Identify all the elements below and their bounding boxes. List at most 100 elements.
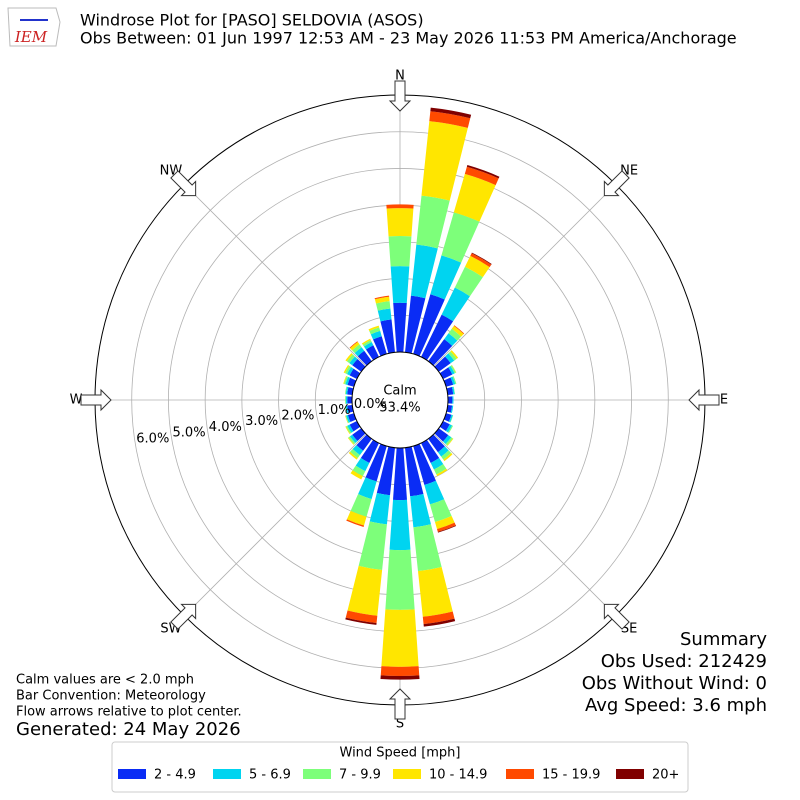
bar-segment xyxy=(454,266,483,297)
bar-segment xyxy=(437,525,457,533)
logo-text: IEM xyxy=(14,28,48,46)
bar-segment xyxy=(433,464,447,475)
bar-segment xyxy=(356,434,372,451)
bar-segment xyxy=(416,195,450,249)
bar-segment xyxy=(448,365,455,375)
bar-segment xyxy=(453,173,496,222)
bar-segment xyxy=(347,396,353,404)
bar-segment xyxy=(470,253,492,268)
bar-segment xyxy=(344,365,352,375)
plot: Calm53.4%0.0%1.0%2.0%3.0%4.0%5.0%6.0%NNE… xyxy=(70,69,729,732)
bar-segment xyxy=(373,336,387,357)
bar-segment xyxy=(350,494,372,517)
bar-segment xyxy=(361,338,371,345)
note: Bar Convention: Meteorology xyxy=(16,689,206,704)
bar-segment xyxy=(445,424,453,433)
bar-segment xyxy=(445,437,453,446)
bar-segment xyxy=(441,212,480,263)
bar-segment xyxy=(345,617,377,625)
bar-segment xyxy=(376,446,395,496)
bar-segment xyxy=(443,377,454,387)
bar-segment xyxy=(346,414,351,423)
calm-label: Calm xyxy=(383,384,416,399)
bar-segment xyxy=(421,314,454,361)
bar-segment xyxy=(422,611,455,625)
calm-value: 53.4% xyxy=(379,401,420,416)
legend-swatch xyxy=(303,769,331,779)
bar-segment xyxy=(421,121,468,201)
bar-segment xyxy=(450,350,459,359)
bar-segment xyxy=(344,405,348,414)
bar-segment xyxy=(344,386,348,395)
bar-segment xyxy=(343,364,350,374)
calm-circle xyxy=(351,351,449,449)
bar-segment xyxy=(345,425,352,434)
bar-segment xyxy=(350,341,360,351)
bar-segment xyxy=(349,434,358,444)
bar-segment xyxy=(347,437,355,445)
bar-segment xyxy=(446,387,454,395)
bar-segment xyxy=(448,351,457,361)
legend-swatch xyxy=(118,769,146,779)
bar-segment xyxy=(347,565,383,616)
summary-line: Obs Used: 212429 xyxy=(601,651,767,672)
bar-segment xyxy=(350,449,360,459)
summary-line: Obs Without Wind: 0 xyxy=(582,673,767,694)
summary-line: Avg Speed: 3.6 mph xyxy=(585,695,767,716)
bar-segment xyxy=(447,396,453,404)
bar-segment xyxy=(453,386,456,395)
bar-segment xyxy=(362,340,372,347)
chart-subtitle: Obs Between: 01 Jun 1997 12:53 AM - 23 M… xyxy=(80,29,737,48)
bar-segment xyxy=(450,415,454,423)
r-tick-label: 1.0% xyxy=(318,403,351,418)
spoke xyxy=(399,399,616,616)
bar-segment xyxy=(360,439,379,463)
compass-label: E xyxy=(720,393,728,408)
bar-segment xyxy=(375,301,391,311)
bar-segment xyxy=(448,328,462,341)
bar-segment xyxy=(451,364,457,373)
bar-segment xyxy=(429,499,452,523)
bar-segment xyxy=(448,414,453,423)
flow-arrow xyxy=(170,603,197,630)
bar-segment xyxy=(358,521,387,571)
bar-segment xyxy=(451,386,455,395)
bar-segment xyxy=(348,436,356,445)
bar-segment xyxy=(345,353,353,362)
bar-segment xyxy=(370,330,382,340)
bar-segment xyxy=(446,438,454,446)
bar-segment xyxy=(452,376,457,385)
bar-segment xyxy=(437,522,456,532)
bar-segment xyxy=(380,675,420,680)
bar-segment xyxy=(410,244,438,299)
r-tick-label: 5.0% xyxy=(173,426,206,441)
bar-segment xyxy=(352,428,366,441)
bar-segment xyxy=(377,308,392,322)
bar-segment xyxy=(424,480,445,505)
bar-segment xyxy=(345,610,378,624)
bar-segment xyxy=(430,255,462,300)
legend-label: 20+ xyxy=(652,768,679,783)
bar-segment xyxy=(345,415,349,424)
bar-segment xyxy=(357,350,372,366)
bar-segment xyxy=(421,439,440,463)
bar-segment xyxy=(466,165,500,179)
bar-segment xyxy=(436,468,448,477)
bar-segment xyxy=(352,359,366,372)
bar-segment xyxy=(349,356,358,366)
bar-segment xyxy=(374,295,390,300)
bar-segment xyxy=(434,428,449,442)
bar-segment xyxy=(464,166,499,186)
compass-label: W xyxy=(70,393,83,408)
logo: IEM xyxy=(7,7,61,47)
bar-segment xyxy=(352,465,366,477)
legend-label: 10 - 14.9 xyxy=(429,768,487,783)
bar-segment xyxy=(471,252,492,265)
bar-segment xyxy=(350,470,363,480)
bar-segment xyxy=(380,319,395,354)
bar-segment xyxy=(346,354,355,364)
r-tick-label: 2.0% xyxy=(281,409,314,424)
bar-segment xyxy=(430,107,472,119)
bar-segment xyxy=(343,375,347,384)
